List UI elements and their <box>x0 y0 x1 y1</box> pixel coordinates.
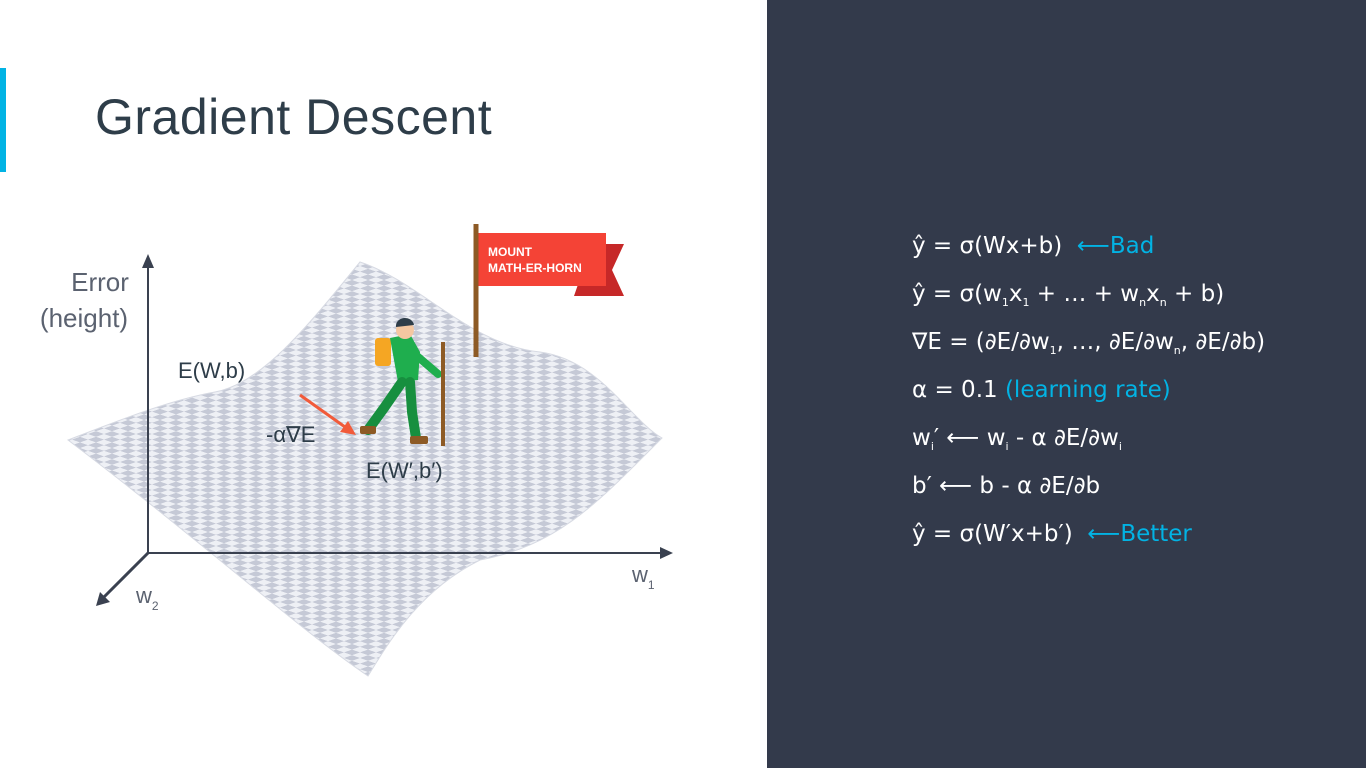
current-point-label: E(W,b) <box>178 358 245 383</box>
hiker-figure <box>360 317 445 446</box>
slide-title: Gradient Descent <box>95 89 493 145</box>
formula-prediction-bad: ŷ = σ(Wx+b) ⟵Bad <box>912 233 1155 259</box>
flag-text-line1: MOUNT <box>488 245 533 259</box>
bad-note: ⟵Bad <box>1069 233 1155 259</box>
error-axis-label-line2: (height) <box>40 303 128 333</box>
better-note: ⟵Better <box>1080 521 1192 547</box>
formula-prediction-better: ŷ = σ(W′x+b′) ⟵Better <box>912 521 1192 547</box>
step-label: -α∇E <box>266 422 315 447</box>
flag-text-line2: MATH-ER-HORN <box>488 261 582 275</box>
error-axis-arrowhead <box>142 254 154 268</box>
formula-learning-rate: α = 0.1 (learning rate) <box>912 377 1171 403</box>
w1-axis-arrowhead <box>660 547 673 559</box>
w2-axis-arrowhead <box>96 592 110 606</box>
formula-bias-update: b′ ⟵ b - α ∂E/∂b <box>912 473 1101 499</box>
learning-rate-note: (learning rate) <box>1004 377 1171 403</box>
gradient-step-arrow <box>299 393 346 429</box>
formula-gradient: ∇E = (∂E/∂w1, …, ∂E/∂wn, ∂E/∂b) <box>912 329 1266 357</box>
w2-axis-label: w2 <box>135 583 159 613</box>
accent-bar <box>0 68 6 172</box>
mountain-flag: MOUNT MATH-ER-HORN <box>473 224 624 357</box>
new-point-label: E(W′,b′) <box>366 458 443 483</box>
error-surface <box>66 261 663 677</box>
formula-panel: ŷ = σ(Wx+b) ⟵Bad ŷ = σ(w1x1 + … + wnxn +… <box>767 0 1366 768</box>
formula-list: ŷ = σ(Wx+b) ⟵Bad ŷ = σ(w1x1 + … + wnxn +… <box>912 222 1265 558</box>
slide-left-panel: Gradient Descent Error (height) w1 w2 E(… <box>0 68 673 677</box>
w1-axis-label: w1 <box>631 562 655 592</box>
error-axis-label-line1: Error <box>71 267 129 297</box>
w2-axis <box>100 551 150 601</box>
gradient-descent-diagram: Error (height) w1 w2 E(W,b) -α∇E E(W′,b′… <box>40 224 673 677</box>
gradient-step-arrowhead <box>340 421 356 435</box>
formula-weight-update: wi′ ⟵ wi - α ∂E/∂wi <box>912 425 1122 453</box>
formula-prediction-expanded: ŷ = σ(w1x1 + … + wnxn + b) <box>912 281 1225 309</box>
